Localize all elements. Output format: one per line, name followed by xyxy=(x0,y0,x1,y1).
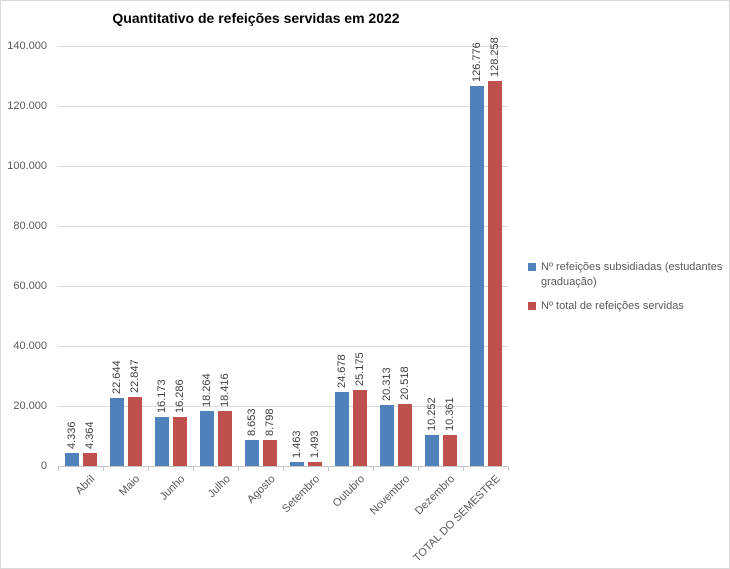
bar-value-label: 18.264 xyxy=(201,373,213,407)
x-axis-tick xyxy=(193,467,194,471)
bar-total xyxy=(488,81,502,466)
bar-subsidiadas xyxy=(290,462,304,466)
x-axis-tick xyxy=(508,467,509,471)
x-axis-tick xyxy=(328,467,329,471)
bar-subsidiadas xyxy=(155,417,169,466)
bar-value-label: 22.847 xyxy=(129,359,141,393)
bar-value-label: 8.653 xyxy=(246,408,258,436)
bar-value-label: 16.286 xyxy=(174,379,186,413)
category-label: Junho xyxy=(157,473,188,503)
category-label: Agosto xyxy=(244,473,278,506)
bar-subsidiadas xyxy=(110,398,124,466)
bar-value-label: 16.173 xyxy=(156,379,168,413)
bar-value-label: 4.336 xyxy=(66,421,78,449)
gridline xyxy=(58,406,508,407)
category-label: TOTAL DO SEMESTRE xyxy=(411,473,503,565)
bar-value-label: 8.798 xyxy=(264,408,276,436)
gridline xyxy=(58,346,508,347)
x-axis-tick xyxy=(238,467,239,471)
bar-total xyxy=(398,404,412,466)
y-tick-label: 0 xyxy=(40,460,47,472)
bar-value-label: 10.361 xyxy=(444,397,456,431)
bar-value-label: 126.776 xyxy=(471,42,483,82)
bar-value-label: 20.518 xyxy=(399,366,411,400)
bar-subsidiadas xyxy=(380,405,394,466)
bar-value-label: 1.463 xyxy=(291,430,303,458)
category-label: Abril xyxy=(73,473,98,498)
bar-total xyxy=(128,397,142,466)
bar-value-label: 25.175 xyxy=(354,352,366,386)
category-label: Julho xyxy=(205,473,233,501)
y-tick-label: 120.000 xyxy=(7,100,47,112)
gridline xyxy=(58,286,508,287)
x-axis-line xyxy=(58,466,508,467)
gridline xyxy=(58,46,508,47)
gridline xyxy=(58,226,508,227)
legend-marker-icon xyxy=(528,263,536,271)
bar-value-label: 4.364 xyxy=(84,421,96,449)
plot-area: 4.336 4.364 22.644 22.847 16.173 16.286 18.264… xyxy=(58,37,509,471)
bar-value-label: 128.258 xyxy=(489,37,501,77)
gridline xyxy=(58,166,508,167)
y-tick-label: 40.000 xyxy=(13,340,47,352)
y-tick-label: 20.000 xyxy=(13,400,47,412)
bar-total xyxy=(353,390,367,466)
bar-value-label: 10.252 xyxy=(426,397,438,431)
category-label: Maio xyxy=(117,473,143,499)
x-axis-tick xyxy=(373,467,374,471)
bar-subsidiadas xyxy=(335,392,349,466)
bar-subsidiadas xyxy=(470,86,484,466)
legend-label: Nº refeições subsidiadas (estudantes gra… xyxy=(541,261,723,288)
bar-total xyxy=(308,462,322,466)
bar-value-label: 24.678 xyxy=(336,354,348,388)
bar-total xyxy=(83,453,97,466)
bar-subsidiadas xyxy=(65,453,79,466)
bar-total xyxy=(443,435,457,466)
x-axis-tick xyxy=(463,467,464,471)
bar-total xyxy=(173,417,187,466)
x-axis-tick xyxy=(58,467,59,471)
x-axis-tick xyxy=(148,467,149,471)
bar-value-label: 22.644 xyxy=(111,360,123,394)
legend-label: Nº total de refeições servidas xyxy=(541,300,684,312)
legend-item: Nº total de refeições servidas xyxy=(528,299,724,314)
y-tick-label: 140.000 xyxy=(7,40,47,52)
bar-subsidiadas xyxy=(200,411,214,466)
legend: Nº refeições subsidiadas (estudantes gra… xyxy=(528,260,724,323)
bar-total xyxy=(218,411,232,466)
bar-value-label: 1.493 xyxy=(309,430,321,458)
bar-subsidiadas xyxy=(425,435,439,466)
bar-value-label: 20.313 xyxy=(381,367,393,401)
category-label: Outubro xyxy=(330,473,368,510)
y-tick-label: 100.000 xyxy=(7,160,47,172)
x-axis-tick xyxy=(283,467,284,471)
bar-subsidiadas xyxy=(245,440,259,466)
category-label: Setembro xyxy=(280,473,323,516)
category-label: Dezembro xyxy=(413,473,458,518)
category-label: Novembro xyxy=(368,473,413,518)
x-axis-tick xyxy=(103,467,104,471)
bar-value-label: 18.416 xyxy=(219,373,231,407)
bar-total xyxy=(263,440,277,466)
gridline xyxy=(58,106,508,107)
legend-marker-icon xyxy=(528,302,536,310)
y-tick-label: 80.000 xyxy=(13,220,47,232)
chart-title: Quantitativo de refeições servidas em 20… xyxy=(112,10,400,26)
legend-item: Nº refeições subsidiadas (estudantes gra… xyxy=(528,260,724,290)
x-axis-tick xyxy=(418,467,419,471)
y-tick-label: 60.000 xyxy=(13,280,47,292)
